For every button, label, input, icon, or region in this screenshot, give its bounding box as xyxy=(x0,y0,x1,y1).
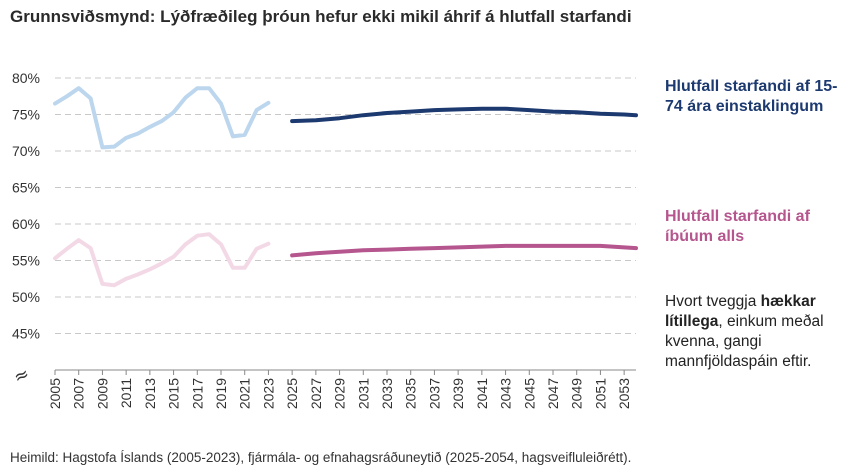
x-tick-label: 2011 xyxy=(118,378,134,408)
x-tick-label: 2025 xyxy=(284,378,300,409)
x-tick-label: 2007 xyxy=(71,378,87,409)
x-tick-label: 2047 xyxy=(545,378,561,409)
x-axis xyxy=(54,369,636,375)
x-axis-tick-labels: 2005 2007 2009 2011 2013 2015 2017 2019 2021 2023… xyxy=(47,378,632,409)
x-tick-label: 2005 xyxy=(47,378,63,409)
x-tick-label: 2027 xyxy=(308,378,324,409)
series-line-employed_all_history xyxy=(53,232,271,288)
y-tick-label: 75% xyxy=(12,107,40,123)
legend-employed-all: Hlutfall starfandi af íbúum alls xyxy=(665,208,810,245)
x-tick-label: 2049 xyxy=(569,378,585,409)
y-tick-label: 65% xyxy=(12,180,40,196)
x-tick-label: 2045 xyxy=(521,378,537,409)
series-lines xyxy=(53,86,638,288)
x-tick-label: 2051 xyxy=(592,378,608,409)
x-tick-label: 2021 xyxy=(237,378,253,409)
x-tick-label: 2035 xyxy=(403,378,419,409)
note-text-bold: hækkar lítillega xyxy=(665,293,816,330)
x-tick-label: 2031 xyxy=(355,378,371,409)
note-text-start: Hvort tveggja xyxy=(665,293,761,310)
x-tick-label: 2013 xyxy=(142,378,158,409)
y-tick-label: 80% xyxy=(12,70,40,86)
x-tick-label: 2023 xyxy=(260,378,276,409)
source-note: Heimild: Hagstofa Íslands (2005-2023), f… xyxy=(10,450,632,465)
axis-break-symbol: ≈ xyxy=(10,363,33,388)
x-tick-label: 2015 xyxy=(166,378,182,409)
x-tick-label: 2033 xyxy=(379,378,395,409)
legend-employed-15-74: Hlutfall starfandi af 15-74 ára einstakl… xyxy=(665,78,838,115)
x-tick-label: 2029 xyxy=(332,378,348,409)
y-tick-label: 70% xyxy=(12,143,40,159)
x-tick-label: 2043 xyxy=(498,378,514,409)
annotation-note: Hvort tveggja hækkar lítillega, einkum m… xyxy=(665,292,850,372)
series-line-employed_all_forecast xyxy=(290,243,638,258)
x-tick-label: 2009 xyxy=(94,378,110,409)
gridlines xyxy=(55,77,636,334)
x-tick-label: 2041 xyxy=(474,378,490,409)
x-tick-label: 2037 xyxy=(426,378,442,409)
x-tick-label: 2017 xyxy=(189,378,205,409)
y-tick-label: 60% xyxy=(12,216,40,232)
y-tick-label: 45% xyxy=(12,326,40,342)
note-text-end: , einkum meðal kvenna, gangi mannfjöldas… xyxy=(665,313,824,370)
x-tick-label: 2039 xyxy=(450,378,466,409)
x-tick-label: 2019 xyxy=(213,378,229,409)
y-tick-label: 50% xyxy=(12,289,40,305)
chart-title: Grunnsviðsmynd: Lýðfræðileg þróun hefur … xyxy=(10,7,632,26)
x-tick-label: 2053 xyxy=(616,378,632,409)
series-line-employed_1574_forecast xyxy=(290,106,638,124)
y-axis-tick-labels: 45% 50% 55% 60% 65% 70% 75% 80% xyxy=(12,70,40,342)
y-tick-label: 55% xyxy=(12,253,40,269)
series-line-employed_1574_history xyxy=(53,86,271,150)
